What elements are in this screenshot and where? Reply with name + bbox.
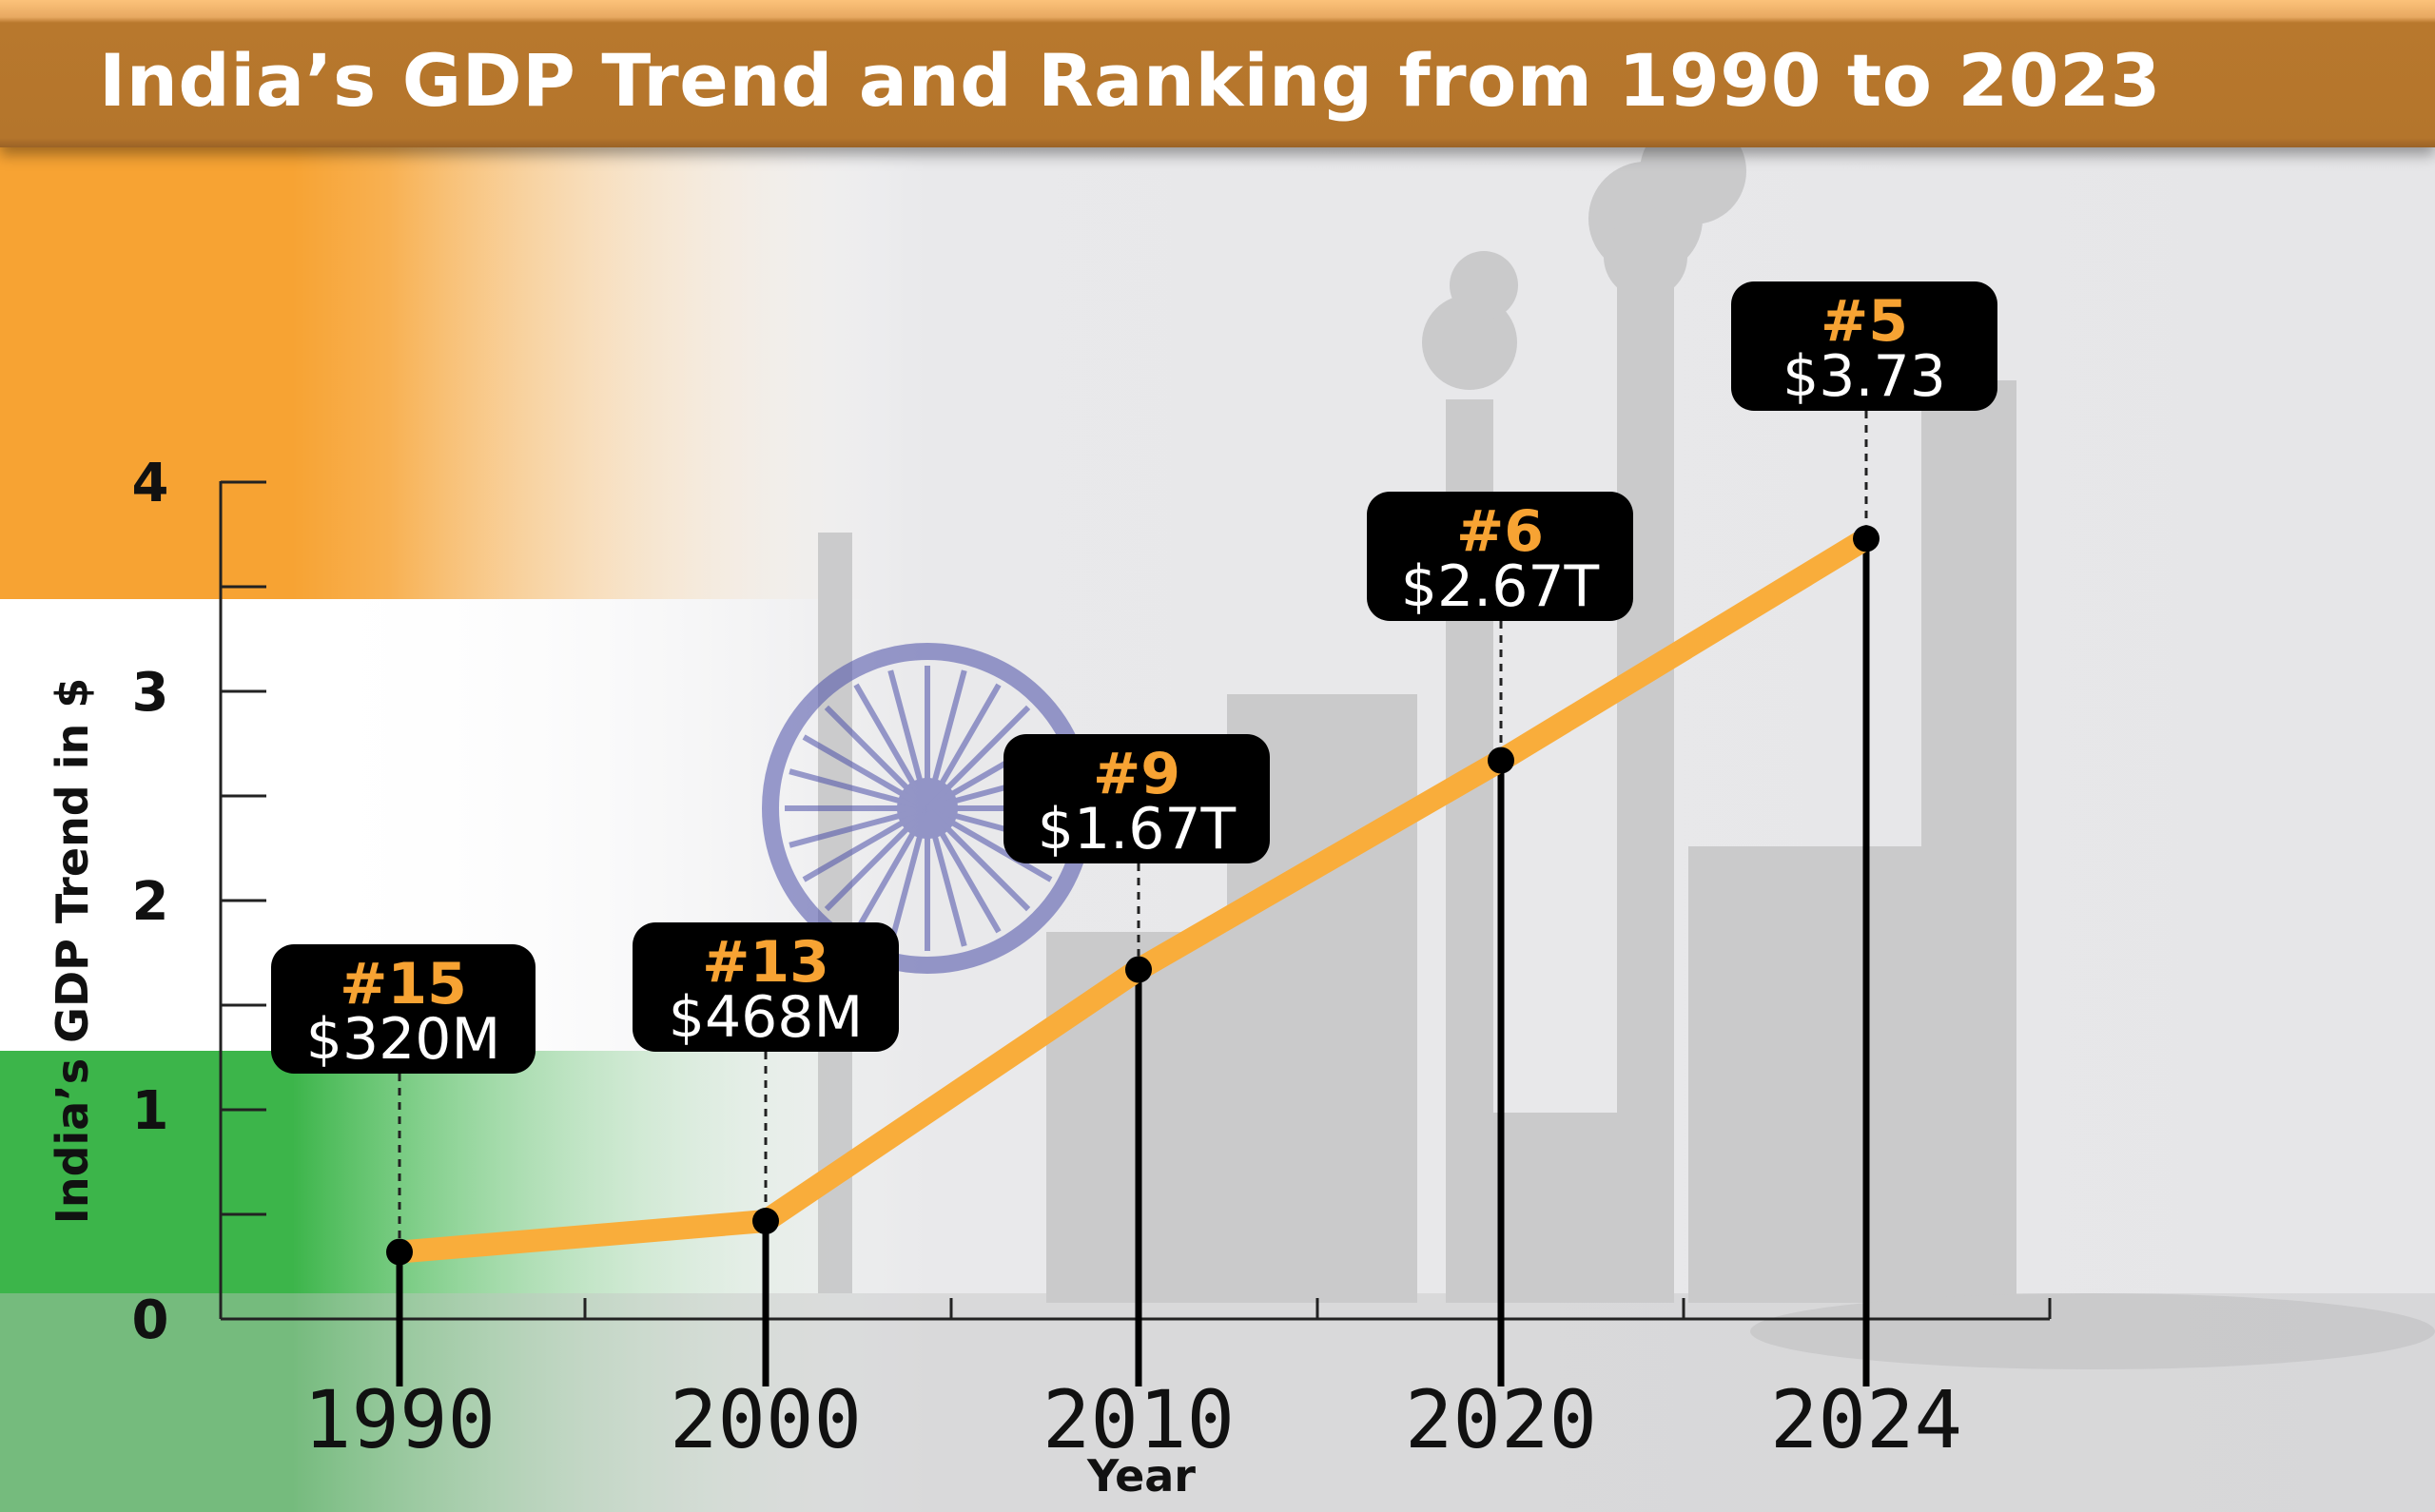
y-axis-title: India’s GDP Trend in $	[47, 678, 98, 1225]
data-point-2000	[752, 1208, 779, 1235]
callout-2020: #6$2.67T	[1367, 492, 1633, 621]
x-tick-label-1990: 1990	[303, 1373, 496, 1466]
gdp-series	[386, 525, 1880, 1266]
chart-title: India’s GDP Trend and Ranking from 1990 …	[99, 38, 2161, 123]
value-label: $468M	[669, 984, 863, 1051]
callout-box	[1367, 492, 1633, 621]
gdp-line	[388, 527, 1878, 1264]
value-label: $2.67T	[1401, 553, 1600, 620]
callout-2010: #9$1.67T	[1003, 734, 1270, 863]
rank-label: #6	[1456, 498, 1544, 565]
data-point-2010	[1125, 956, 1152, 983]
callout-2024: #5$3.73	[1731, 281, 1997, 411]
callout-box	[271, 944, 536, 1074]
x-tick-label-2010: 2010	[1042, 1373, 1235, 1466]
y-tick-label: 4	[132, 453, 169, 514]
y-tick-label: 0	[132, 1289, 169, 1351]
data-label-callouts: #15$320M #13$468M #9$1.67T #6$2.67T #5$3.73	[271, 281, 1997, 1239]
value-label: $320M	[306, 1006, 500, 1073]
x-axis-title: Year	[1086, 1450, 1196, 1502]
y-tick-label: 1	[132, 1080, 169, 1142]
data-point-2020	[1488, 746, 1514, 774]
chart-axes: 0 1 2 3 4 1990 2000 2010 2020 2024	[132, 453, 2052, 1466]
callout-box	[1731, 281, 1997, 411]
y-tick-label: 2	[132, 871, 169, 933]
x-tick-label-2000: 2000	[670, 1373, 862, 1466]
y-tick-label: 3	[132, 662, 169, 724]
x-tick-label-2020: 2020	[1405, 1373, 1597, 1466]
title-bar: India’s GDP Trend and Ranking from 1990 …	[0, 0, 2435, 147]
data-point-2024	[1853, 525, 1880, 552]
data-stems	[396, 538, 1870, 1386]
callout-1990: #15$320M	[271, 944, 536, 1074]
value-label: $1.67T	[1038, 796, 1237, 863]
value-label: $3.73	[1782, 343, 1946, 410]
rank-label: #13	[702, 929, 829, 996]
callout-box	[1003, 734, 1270, 863]
data-point-1990	[386, 1238, 413, 1266]
x-tick-label-2024: 2024	[1770, 1373, 1962, 1466]
rank-label: #9	[1093, 741, 1180, 807]
rank-label: #5	[1821, 288, 1908, 355]
rank-label: #15	[340, 951, 467, 1018]
callout-2000: #13$468M	[633, 922, 899, 1052]
callout-box	[633, 922, 899, 1052]
